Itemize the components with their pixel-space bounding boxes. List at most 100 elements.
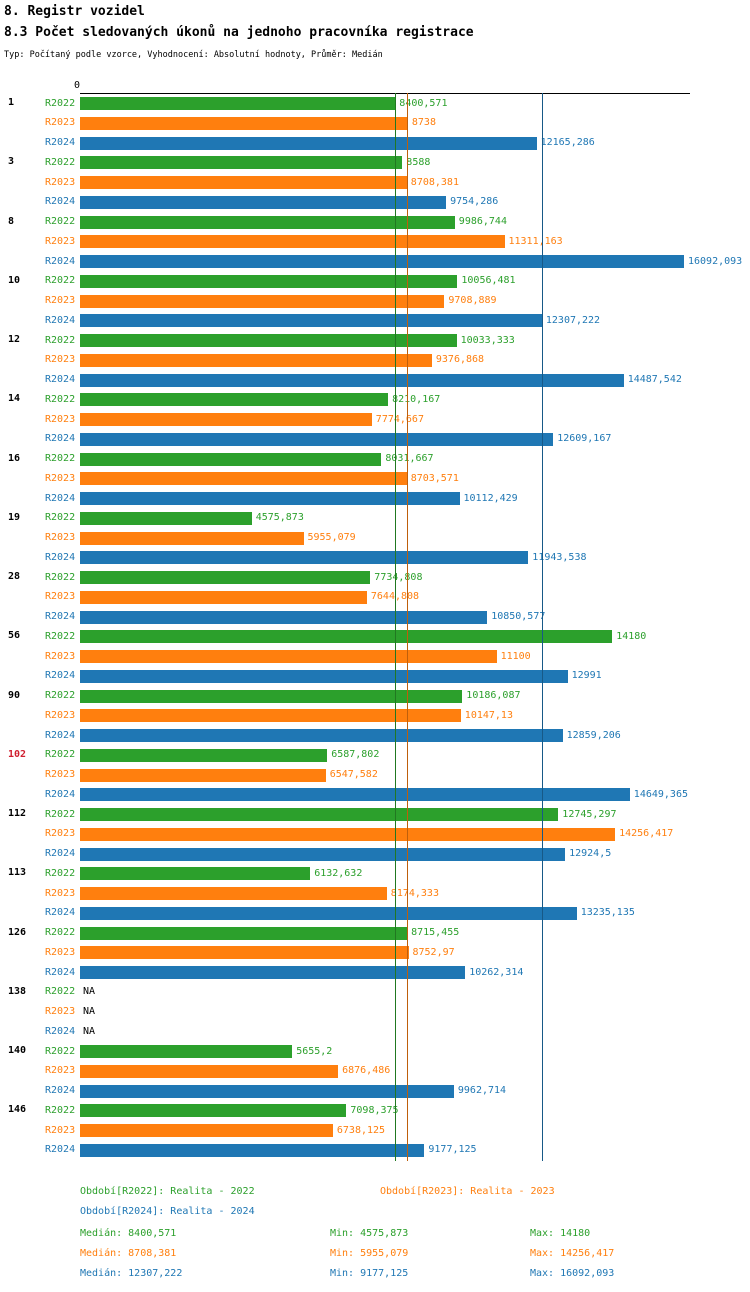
bar-row: R2024 9754,286 <box>0 193 750 213</box>
bar-row: R2023 10147,13 <box>0 706 750 726</box>
bar-value-label: 10056,481 <box>461 275 516 287</box>
bar-row: R2023 6876,486 <box>0 1062 750 1082</box>
series-label: R2022 <box>45 393 76 405</box>
bar-row: R2023 6547,582 <box>0 766 750 786</box>
bar-row: R2024 16092,093 <box>0 252 750 272</box>
bar-value-label: 9986,744 <box>458 216 507 227</box>
bar-row: 19 R2022 4575,873 <box>0 509 750 529</box>
series-label: R2024 <box>45 492 76 504</box>
legend-row-2: Období[R2024]: Realita - 2024 <box>80 1206 750 1220</box>
bar-row: R2023 9708,889 <box>0 292 750 312</box>
bar <box>80 650 497 663</box>
series-label: R2024 <box>45 137 76 148</box>
group-label: 56 <box>8 630 21 642</box>
bar-value-label: 12609,167 <box>557 433 612 445</box>
group-label: 138 <box>8 985 27 997</box>
bar-row: R2023 8174,333 <box>0 884 750 904</box>
series-label: R2022 <box>45 453 76 464</box>
bar <box>80 353 432 367</box>
bar <box>80 551 529 565</box>
bar <box>80 314 542 328</box>
bar-value-label: 8715,455 <box>411 927 460 938</box>
bar <box>80 195 447 209</box>
bar-value-label: 9177,125 <box>428 1144 477 1156</box>
stat-max-r2022: Max: 14180 <box>530 1228 591 1239</box>
bar-value-label: 14256,417 <box>619 828 674 840</box>
bar-value-label: 7774,667 <box>375 413 424 425</box>
bar-row: R2024 10850,577 <box>0 608 750 628</box>
series-label: R2024 <box>45 314 76 326</box>
bar <box>80 1124 333 1137</box>
bar-row: R2024 14487,542 <box>0 371 750 391</box>
bar <box>80 235 505 249</box>
bar <box>80 116 408 130</box>
chart-meta: Typ: Počítaný podle vzorce, Vyhodnocení:… <box>4 50 383 60</box>
bar <box>80 156 403 170</box>
bar-value-label: 9376,868 <box>435 354 485 366</box>
bar-row: 102 R2022 6587,802 <box>0 746 750 766</box>
bar-value-label: 14180 <box>616 630 647 642</box>
bar-row: R2023 8738 <box>0 114 750 134</box>
bar-value-label: 8588 <box>406 156 431 168</box>
bar-value-label: 9708,889 <box>448 295 497 306</box>
bar <box>80 413 372 426</box>
bar-value-label: 11100 <box>500 650 531 662</box>
stat-min-r2023: Min: 5955,079 <box>330 1248 409 1259</box>
bar-row: 1 R2022 8400,571 <box>0 94 750 114</box>
series-label: R2022 <box>45 216 76 227</box>
bar-row: 8 R2022 9986,744 <box>0 213 750 233</box>
bar <box>80 808 559 821</box>
legend-item-r2023: Období[R2023]: Realita - 2023 <box>380 1186 555 1197</box>
group-label: 14 <box>8 393 21 405</box>
series-label: R2024 <box>45 788 76 800</box>
group-label: 16 <box>8 452 21 464</box>
group-label: 10 <box>8 274 21 286</box>
bar-row: 10 R2022 10056,481 <box>0 272 750 292</box>
group-label: 146 <box>8 1104 27 1116</box>
bar <box>80 887 387 900</box>
bar-row: 126 R2022 8715,455 <box>0 924 750 944</box>
bar <box>80 531 304 545</box>
series-label: R2024 <box>45 196 76 208</box>
bar <box>80 432 554 446</box>
series-label: R2022 <box>45 512 76 524</box>
bar-value-label: 12991 <box>571 670 602 682</box>
series-label: R2022 <box>45 156 76 168</box>
plot-rows: 1 R2022 8400,571 R2023 8738 R2024 12165,286 3 R2… <box>0 94 750 1161</box>
bar-row: R2024 11943,538 <box>0 548 750 568</box>
bar-row: 16 R2022 8031,667 <box>0 450 750 470</box>
bar-value-label: 9962,714 <box>457 1085 507 1096</box>
series-label: R2022 <box>45 867 76 879</box>
na-label: NA <box>83 986 96 998</box>
series-label: R2023 <box>45 117 76 129</box>
na-label: NA <box>83 1025 96 1037</box>
bar <box>80 215 455 229</box>
bar-row: R2023 8752,97 <box>0 943 750 963</box>
bar <box>80 827 616 841</box>
bar-value-label: 12924,5 <box>569 848 612 859</box>
report-header: 8. Registr vozidel 8.3 Počet sledovaných… <box>4 4 744 61</box>
bar-row: R2024 12991 <box>0 667 750 687</box>
bar-value-label: 6547,582 <box>329 769 378 780</box>
group-label: 28 <box>8 571 21 582</box>
bar-value-label: 14487,542 <box>627 374 682 385</box>
series-label: R2024 <box>45 611 76 622</box>
bar <box>80 906 577 920</box>
median-line-r2022 <box>395 93 397 1161</box>
series-label: R2022 <box>45 275 76 287</box>
bar-row: R2023 11311,163 <box>0 232 750 252</box>
bar-value-label: 9754,286 <box>450 196 499 208</box>
bar <box>80 689 463 703</box>
series-label: R2023 <box>45 235 76 247</box>
bar <box>80 610 488 624</box>
bar-row: R2024 12307,222 <box>0 311 750 331</box>
bar-row: R2024 10262,314 <box>0 963 750 983</box>
series-label: R2024 <box>45 1025 76 1037</box>
series-label: R2022 <box>45 927 76 938</box>
group-label: 3 <box>8 156 15 168</box>
bar <box>80 1143 425 1157</box>
series-label: R2022 <box>45 334 76 346</box>
bar-value-label: 12745,297 <box>562 808 617 820</box>
na-label: NA <box>83 1006 96 1017</box>
